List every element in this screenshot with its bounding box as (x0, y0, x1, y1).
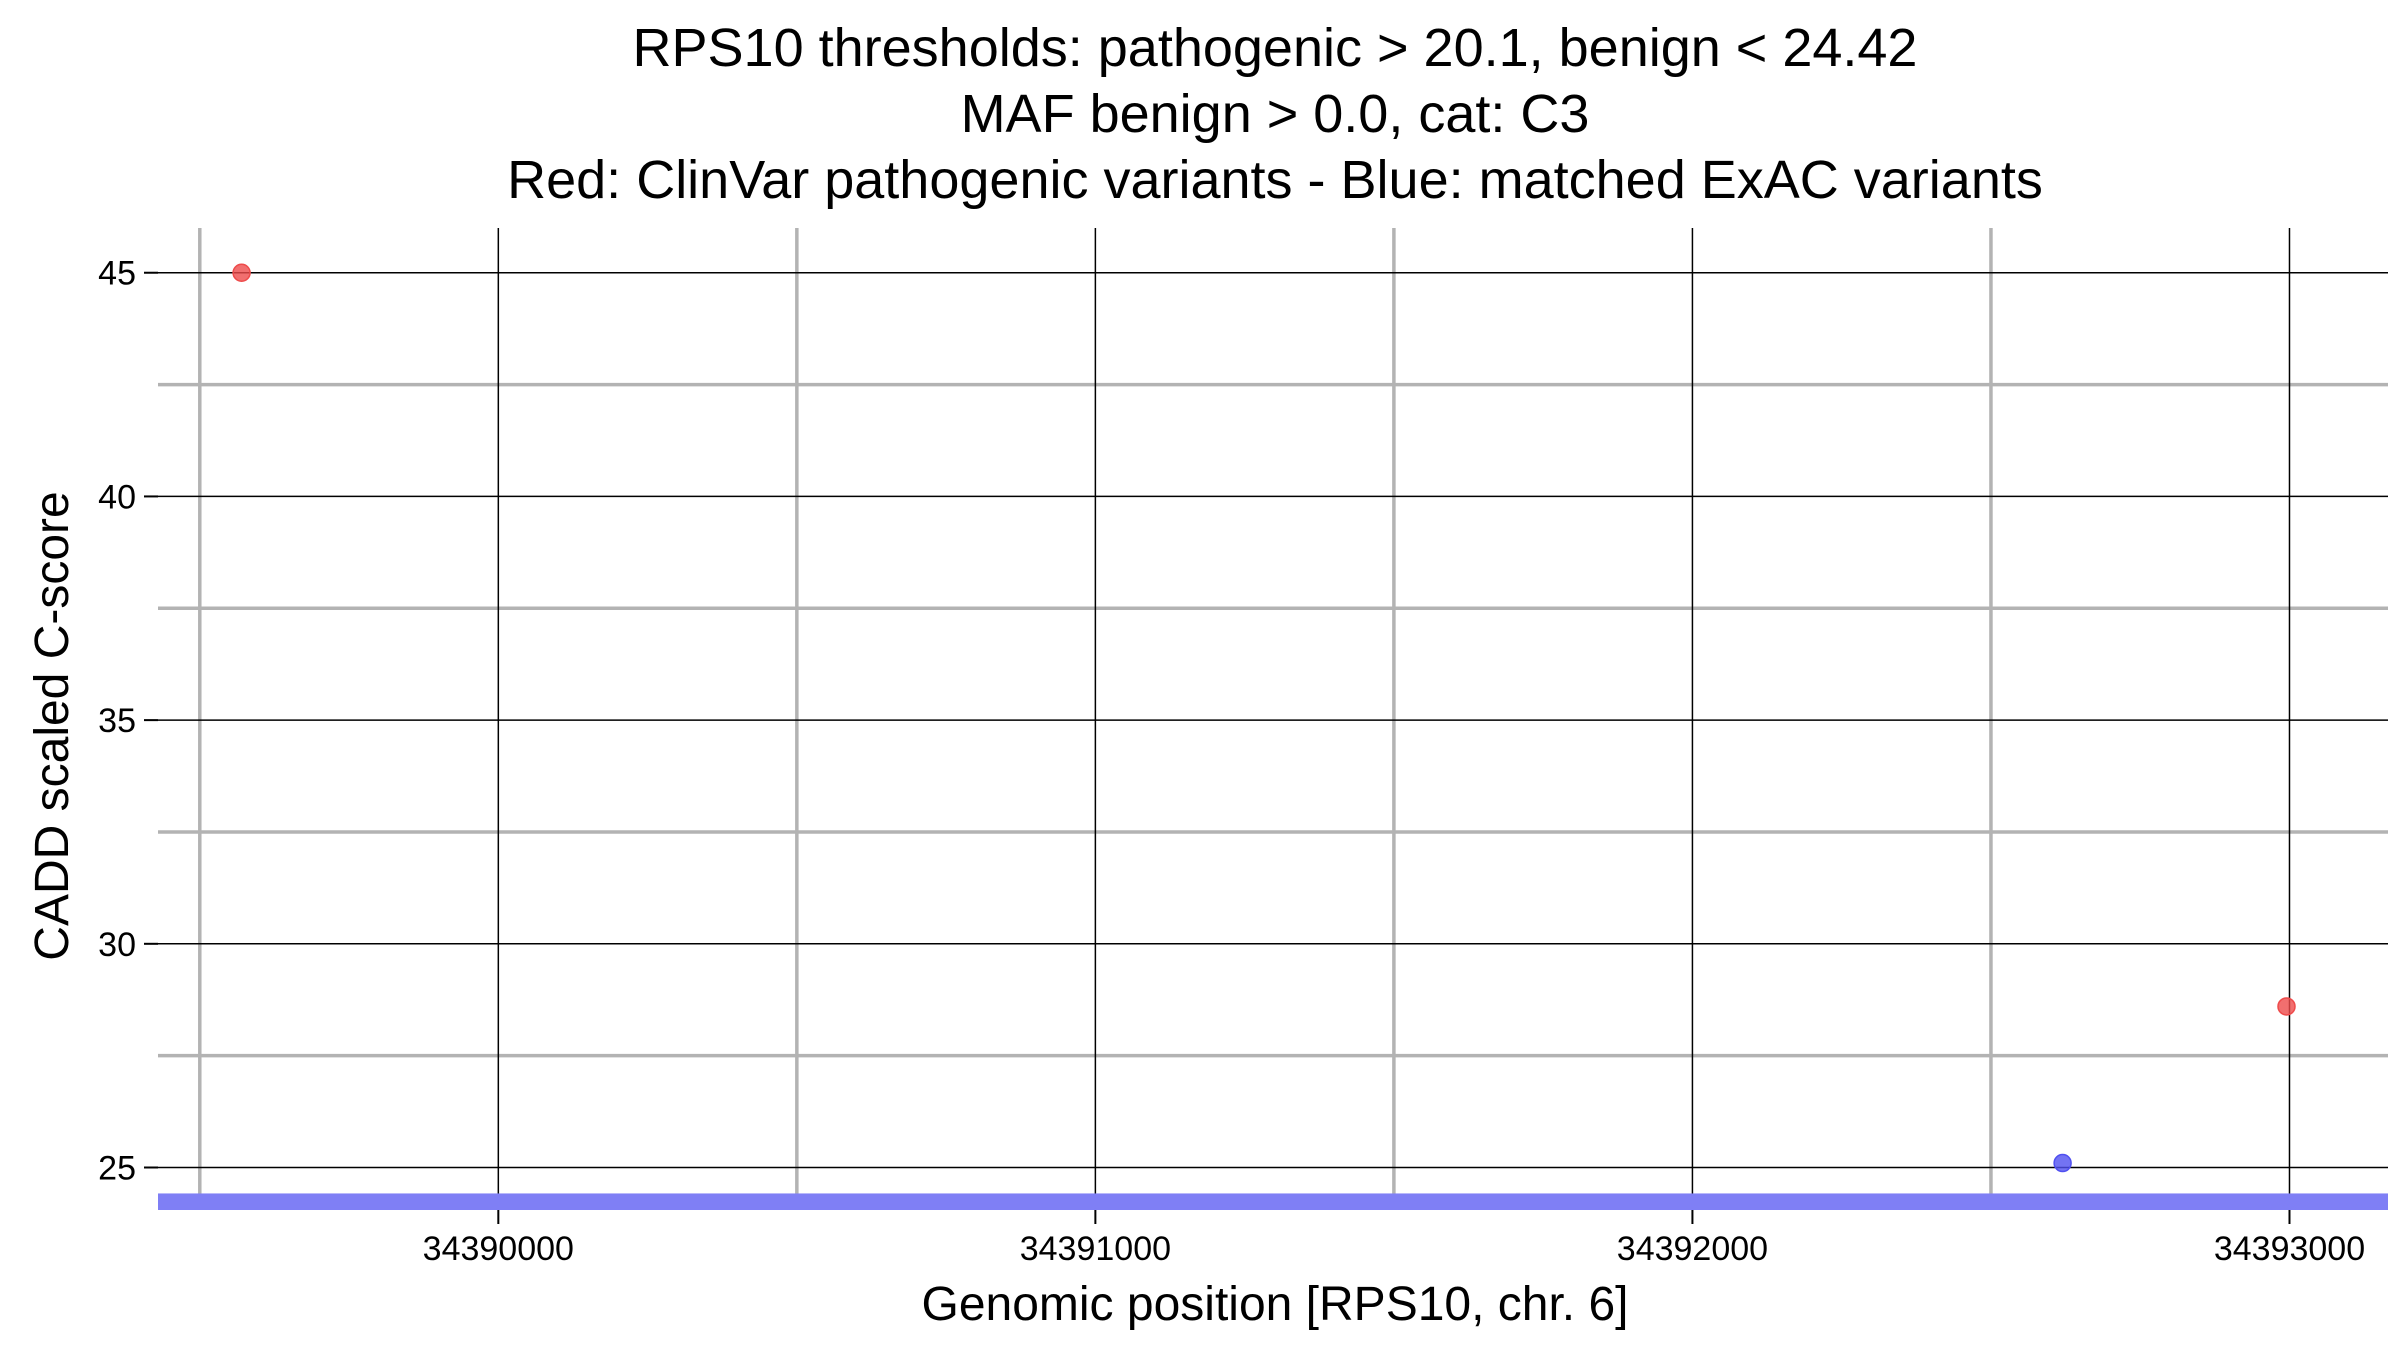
y-tick-label: 45 (98, 255, 136, 293)
y-tick-label: 25 (98, 1149, 136, 1187)
y-tick-label: 35 (98, 702, 136, 740)
data-points (232, 263, 2296, 1173)
x-axis: 34390000 34391000 34392000 34393000 (423, 1210, 2365, 1268)
chart-title-line-2: MAF benign > 0.0, cat: C3 (961, 84, 1590, 144)
data-point (232, 263, 251, 282)
x-tick-label: 34392000 (1617, 1230, 1768, 1268)
y-axis: 25 30 35 40 45 (98, 255, 158, 1187)
major-gridlines (158, 228, 2388, 1210)
y-axis-title: CADD scaled C-score (26, 491, 79, 960)
y-tick-label: 40 (98, 478, 136, 516)
chart-title-line-3: Red: ClinVar pathogenic variants - Blue:… (507, 150, 2043, 210)
data-point (2053, 1153, 2072, 1173)
minor-gridlines (158, 228, 2388, 1210)
chart-title-line-1: RPS10 thresholds: pathogenic > 20.1, ben… (633, 18, 1918, 78)
x-tick-label: 34390000 (423, 1230, 574, 1268)
x-tick-label: 34391000 (1020, 1230, 1171, 1268)
x-tick-label: 34393000 (2214, 1230, 2365, 1268)
x-axis-title: Genomic position [RPS10, chr. 6] (921, 1278, 1628, 1331)
y-tick-label: 30 (98, 926, 136, 964)
threshold-band-layer (158, 1193, 2388, 1210)
benign-threshold-band (158, 1193, 2388, 1210)
data-point (2277, 997, 2296, 1016)
